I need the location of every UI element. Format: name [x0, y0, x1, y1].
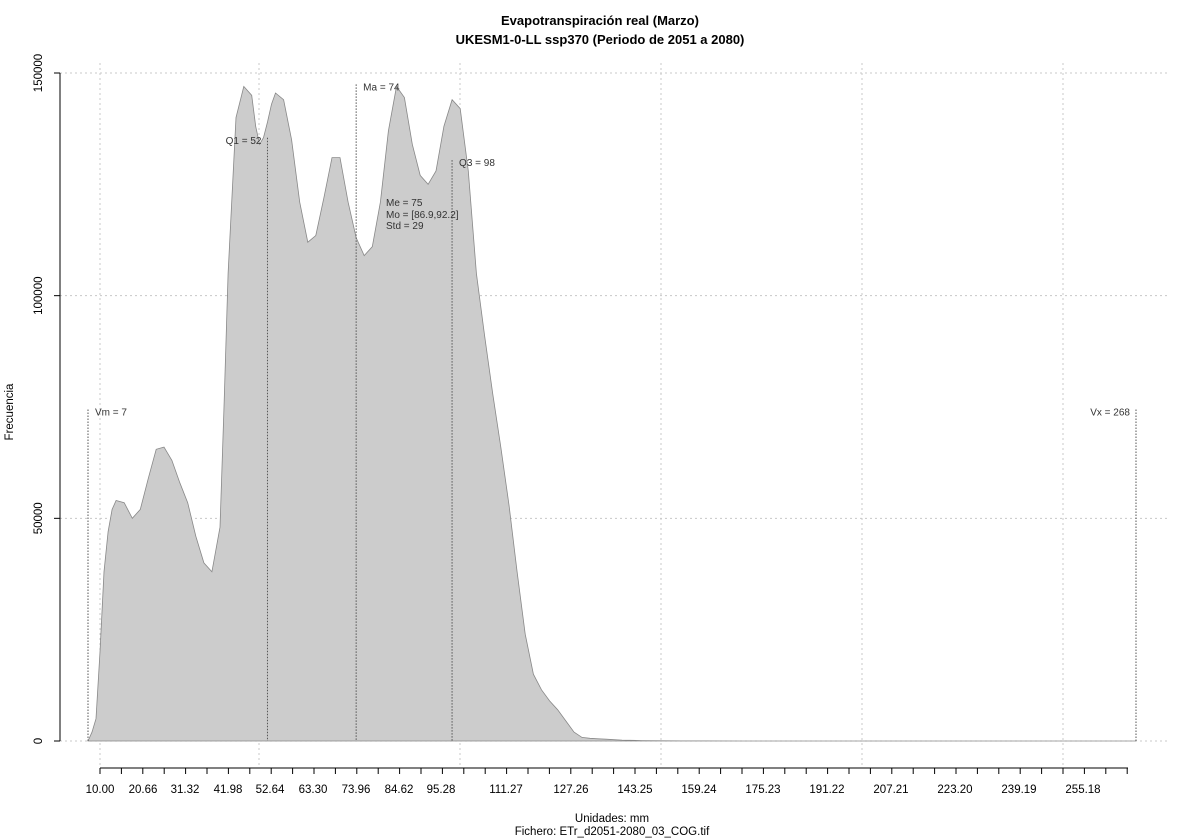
file-caption: Fichero: ETr_d2051-2080_03_COG.tif	[515, 826, 710, 838]
y-axis-label: Frecuencia	[4, 383, 16, 440]
annotation-median: Me = 75	[386, 198, 423, 209]
x-tick-label: 84.62	[385, 784, 414, 796]
marker-lines	[87, 84, 1137, 741]
x-tick-label: 127.26	[553, 784, 588, 796]
x-tick-label: 41.98	[214, 784, 243, 796]
x-tick-label: 52.64	[256, 784, 285, 796]
x-tick-label: 255.18	[1065, 784, 1100, 796]
x-tick-label: 63.30	[299, 784, 328, 796]
x-tick-label: 95.28	[427, 784, 456, 796]
annotation-vx: Vx = 268	[1090, 407, 1130, 418]
x-tick-label: 73.96	[342, 784, 371, 796]
x-tick-label: 20.66	[129, 784, 158, 796]
x-tick-label: 111.27	[489, 784, 522, 796]
density-area	[87, 85, 1136, 742]
annotation-std: Std = 29	[386, 221, 424, 232]
y-tick-label: 0	[33, 738, 45, 744]
axis-tick-labels: 10.00 20.66 31.32 41.98 52.64 63.30 73.96 84.62…	[33, 54, 1101, 796]
annotation-mode: Mo = [86.9,92.2]	[386, 210, 459, 221]
x-tick-label: 143.25	[617, 784, 652, 796]
x-axis-label: Unidades: mm	[575, 813, 649, 825]
x-tick-label: 239.19	[1001, 784, 1036, 796]
x-tick-label: 10.00	[86, 784, 115, 796]
x-tick-label: 191.22	[809, 784, 844, 796]
x-tick-label: 207.21	[873, 784, 908, 796]
y-tick-label: 50000	[33, 502, 45, 534]
annotation-q1: Q1 = 52	[226, 136, 262, 147]
chart-title-line2: UKESM1-0-LL ssp370 (Periodo de 2051 a 20…	[456, 32, 745, 47]
y-tick-label: 150000	[33, 54, 45, 92]
x-tick-label: 31.32	[171, 784, 200, 796]
x-tick-label: 223.20	[937, 784, 972, 796]
x-tick-label: 175.23	[745, 784, 780, 796]
y-tick-label: 100000	[33, 277, 45, 315]
annotation-ma: Ma = 74	[363, 82, 400, 93]
annotation-q3: Q3 = 98	[459, 158, 495, 169]
axes	[54, 72, 1128, 774]
annotation-vm: Vm = 7	[95, 407, 127, 418]
chart-title-line1: Evapotranspiración real (Marzo)	[501, 13, 699, 28]
x-tick-label: 159.24	[681, 784, 717, 796]
